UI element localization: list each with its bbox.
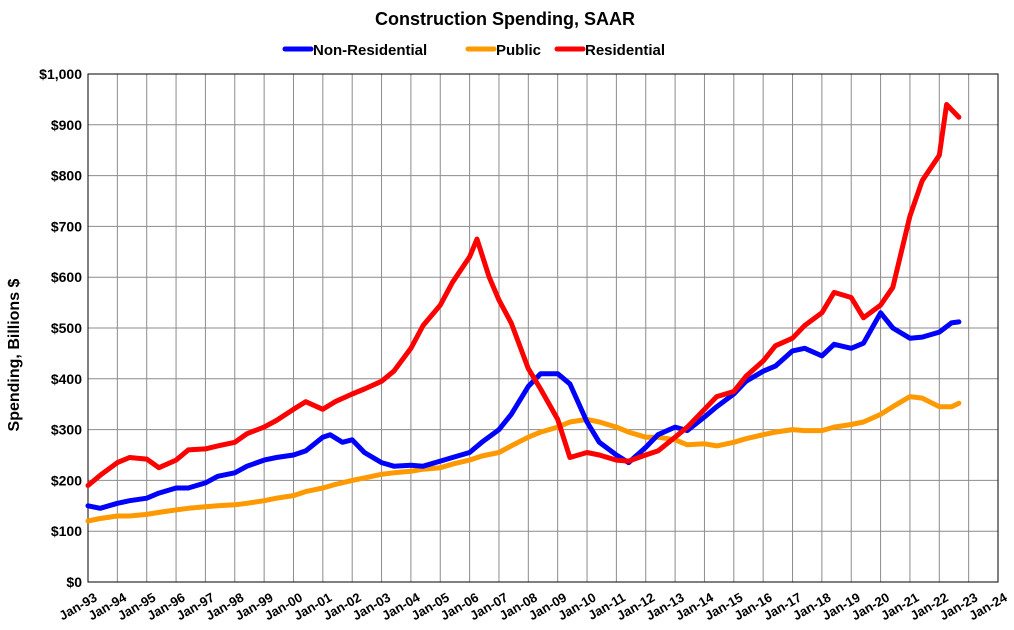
y-tick-label: $1,000 bbox=[39, 66, 82, 82]
y-axis-ticks: $0 $100 $200 $300 $400 $500 $600 $700 $800 $900 $1… bbox=[39, 66, 82, 590]
y-tick-label: $600 bbox=[51, 269, 82, 285]
legend-label-public: Public bbox=[496, 42, 541, 59]
y-tick-label: $200 bbox=[51, 472, 82, 488]
y-tick-label: $900 bbox=[51, 117, 82, 133]
y-tick-label: $100 bbox=[51, 523, 82, 539]
y-tick-label: $400 bbox=[51, 371, 82, 387]
legend: Non-Residential Public Residential bbox=[282, 42, 665, 59]
y-tick-label: $300 bbox=[51, 422, 82, 438]
y-tick-label: $500 bbox=[51, 320, 82, 336]
y-tick-label: $0 bbox=[66, 574, 82, 590]
series-layer bbox=[85, 102, 962, 524]
y-tick-label: $800 bbox=[51, 168, 82, 184]
legend-label-non-residential: Non-Residential bbox=[313, 42, 427, 59]
series-line-residential bbox=[85, 102, 962, 488]
legend-label-residential: Residential bbox=[585, 42, 665, 59]
x-axis-ticks: Jan-93Jan-94Jan-95Jan-96Jan-97Jan-98Jan-… bbox=[56, 589, 1010, 623]
chart-title: Construction Spending, SAAR bbox=[375, 9, 635, 29]
y-tick-label: $700 bbox=[51, 218, 82, 234]
y-axis-label: Spending, Billions $ bbox=[6, 278, 23, 431]
plot-area-border bbox=[87, 73, 999, 583]
series-line-public bbox=[85, 394, 962, 524]
series-line-non-residential bbox=[85, 310, 962, 511]
